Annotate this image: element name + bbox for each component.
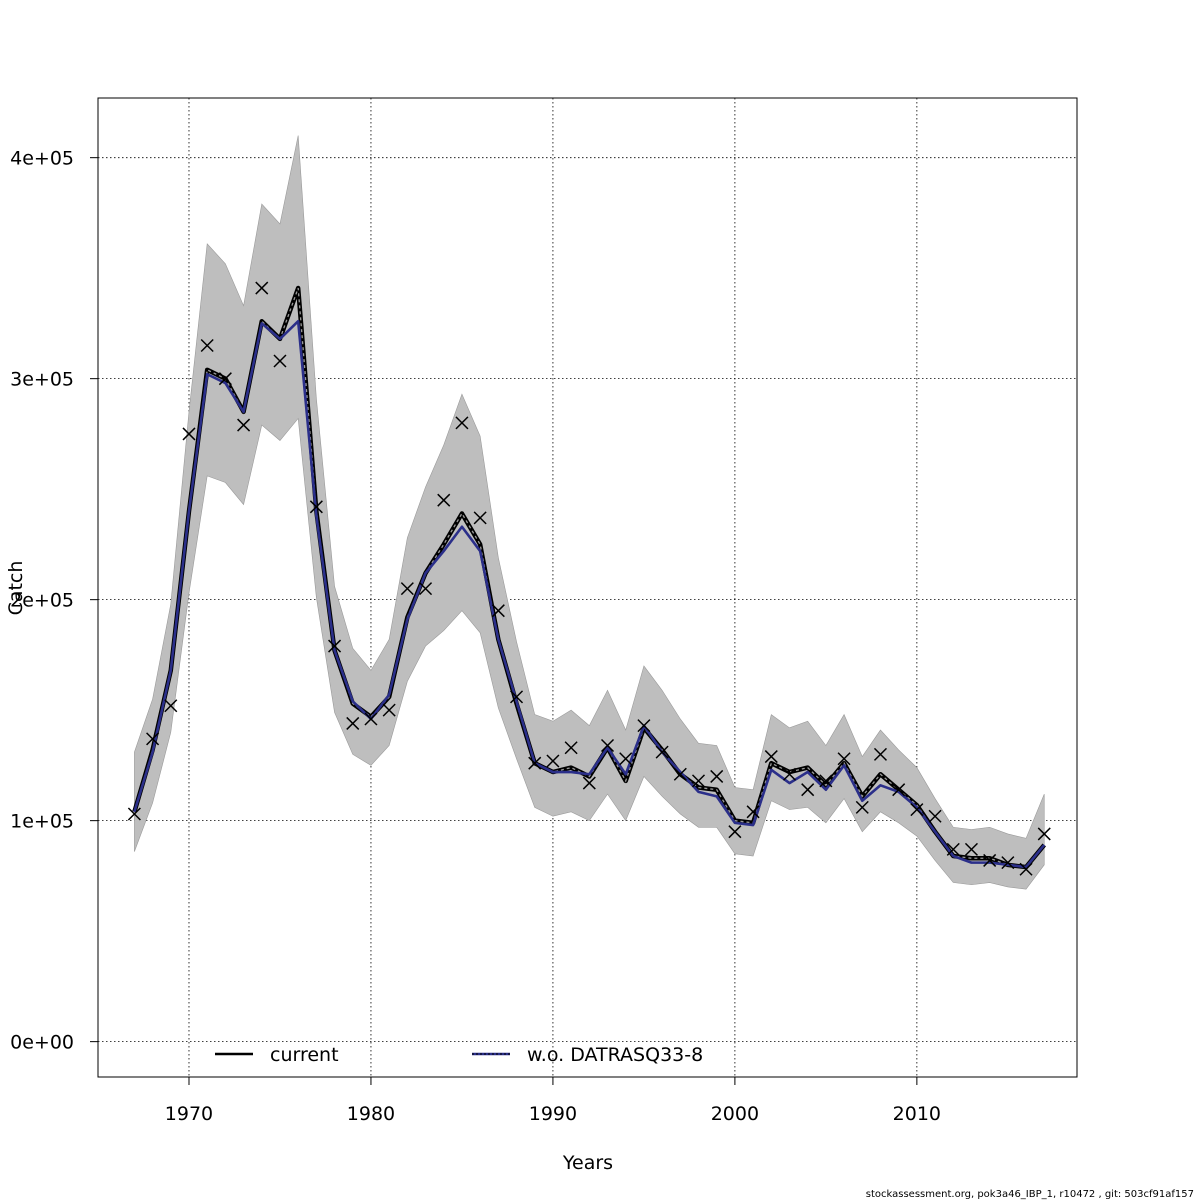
legend-label-current: current <box>270 1044 339 1066</box>
observation-marker <box>273 354 287 368</box>
observation-marker <box>455 416 469 430</box>
y-axis-title: Catch <box>5 561 27 616</box>
x-tick-label: 1990 <box>529 1103 577 1125</box>
observation-marker <box>946 842 960 856</box>
x-tick-label: 1980 <box>347 1103 395 1125</box>
observation-marker <box>255 281 269 295</box>
observation-marker <box>1019 862 1033 876</box>
grid <box>98 98 1077 1077</box>
series-line-wo-datrasq33-8 <box>133 319 1046 869</box>
observation-marker <box>437 493 451 507</box>
observation-marker <box>419 582 433 596</box>
observation-marker <box>582 776 596 790</box>
observation-marker <box>182 427 196 441</box>
y-tick-label: 4e+05 <box>10 148 74 170</box>
observation-marker <box>600 738 615 753</box>
y-tick-label: 2e+05 <box>10 590 74 612</box>
observation-marker <box>655 745 669 759</box>
observation-marker <box>892 783 906 797</box>
observation-marker <box>873 747 888 761</box>
observation-marker <box>746 805 760 819</box>
confidence-band-area <box>134 135 1045 890</box>
observation-marker <box>710 769 724 783</box>
observation-marker <box>728 825 742 839</box>
footer-text: stockassessment.org, pok3a46_IBP_1, r104… <box>866 1189 1194 1200</box>
observation-marker <box>164 699 178 713</box>
confidence-band <box>134 135 1045 890</box>
observation-marker <box>619 752 633 766</box>
observation-marker <box>801 783 815 797</box>
observation-marker <box>964 842 978 856</box>
observation-marker <box>1037 827 1051 841</box>
observation-marker <box>346 716 360 730</box>
observation-marker <box>855 800 869 814</box>
observation-marker <box>910 803 924 817</box>
y-tick-label: 3e+05 <box>10 369 74 391</box>
series-line-current-dash <box>133 287 1045 868</box>
observation-marker <box>473 511 487 525</box>
observation-marker <box>564 741 578 755</box>
observation-marker <box>510 690 524 704</box>
observation-marker <box>1001 856 1015 870</box>
observation-marker <box>364 712 378 726</box>
x-axis-title: Years <box>562 1152 613 1174</box>
y-tick-label: 0e+00 <box>10 1032 74 1054</box>
plot-frame <box>97 97 1078 1078</box>
observation-marker <box>237 418 251 432</box>
observation-marker <box>837 752 851 766</box>
x-axis: 1970 1980 1990 2000 2010 <box>165 1077 941 1125</box>
legend-label-wo-datrasq33-8: w.o. DATRASQ33-8 <box>527 1044 703 1066</box>
observation-marker <box>983 853 997 867</box>
observation-marker <box>546 754 560 768</box>
observation-marker <box>218 372 232 386</box>
observation-marker <box>819 774 833 788</box>
observation-marker <box>673 767 687 781</box>
observation-marker <box>764 750 778 764</box>
y-axis: 0e+00 1e+05 2e+05 3e+05 4e+05 <box>10 148 98 1054</box>
observation-marker <box>637 719 651 733</box>
x-tick-label: 2000 <box>711 1103 759 1125</box>
observation-marker <box>328 639 342 653</box>
observation-marker <box>309 500 323 514</box>
observation-marker <box>382 703 396 717</box>
x-tick-label: 2010 <box>893 1103 941 1125</box>
observation-markers <box>127 281 1051 876</box>
x-tick-label: 1970 <box>165 1103 213 1125</box>
observation-marker <box>528 756 542 770</box>
observation-marker <box>491 604 505 618</box>
observation-marker <box>200 338 214 353</box>
observation-marker <box>127 807 141 821</box>
observation-marker <box>400 582 414 596</box>
legend: current w.o. DATRASQ33-8 <box>215 1044 703 1066</box>
observation-marker <box>146 732 160 746</box>
observation-marker <box>782 767 797 781</box>
y-tick-label: 1e+05 <box>10 811 74 833</box>
observation-marker <box>691 774 706 788</box>
observation-marker <box>928 809 942 823</box>
